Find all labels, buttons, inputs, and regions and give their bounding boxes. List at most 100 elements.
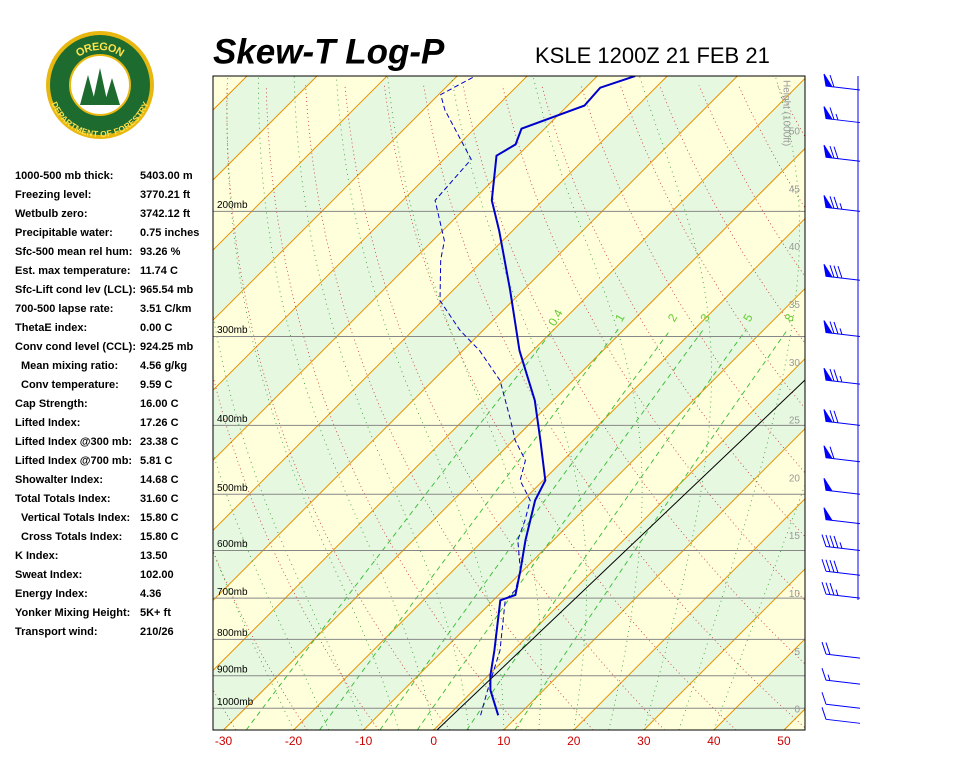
height-tick-label: 25 [789, 416, 801, 427]
moist-adiabat [532, 76, 643, 730]
height-tick-label: 30 [789, 358, 801, 369]
index-label: 1000-500 mb thick: [15, 170, 113, 182]
index-value: 23.38 C [140, 436, 179, 448]
index-value: 4.56 g/kg [140, 360, 187, 372]
isotherm [783, 708, 805, 730]
isotherm [363, 287, 805, 730]
wind-barb [823, 320, 861, 338]
y-tick-label: 900mb [217, 664, 248, 675]
index-value: 5K+ ft [140, 607, 171, 619]
wind-barb [823, 195, 861, 212]
index-label: Sweat Index: [15, 569, 82, 581]
height-tick-label: 20 [789, 473, 801, 484]
logo: OREGON DEPARTMENT OF FORESTRY [46, 31, 154, 139]
index-label: Sfc-Lift cond lev (LCL): [15, 284, 136, 296]
index-label: Lifted Index @700 mb: [15, 455, 132, 467]
temperature-line [489, 76, 636, 716]
mixing-ratio-line [466, 329, 747, 730]
dry-adiabat [896, 85, 960, 730]
index-label: Cross Totals Index: [21, 531, 122, 543]
height-tick-label: 10 [789, 589, 801, 600]
wind-barbs [821, 73, 861, 724]
mixing-ratio-line [379, 329, 672, 730]
index-value: 11.74 C [140, 265, 178, 277]
dry-adiabat [305, 85, 594, 730]
wind-barb [821, 707, 861, 724]
index-label: Total Totals Index: [15, 493, 111, 505]
index-label: Transport wind: [15, 626, 98, 638]
dry-adiabat [935, 85, 960, 730]
wind-barb [821, 559, 861, 576]
index-value: 93.26 % [140, 246, 181, 258]
height-tick-label: 5 [794, 647, 800, 658]
x-tick-label: -10 [355, 734, 373, 748]
index-value: 13.50 [140, 550, 168, 562]
wind-barb [821, 641, 861, 659]
wind-barb [823, 409, 861, 426]
mixing-ratio-line [514, 329, 789, 730]
wind-barb [821, 534, 861, 552]
isotherm-band [213, 78, 805, 730]
mixing-ratio-line [416, 329, 704, 730]
index-label: Wetbulb zero: [15, 208, 88, 220]
x-tick-label: 50 [777, 734, 791, 748]
wind-barb [823, 367, 861, 385]
mixing-ratio-line [245, 329, 555, 730]
y-tick-label: 1000mb [217, 697, 254, 708]
index-value: 15.80 C [140, 531, 179, 543]
index-label: Yonker Mixing Height: [15, 607, 130, 619]
isotherm [433, 357, 805, 730]
x-tick-label: 10 [497, 734, 511, 748]
dry-adiabat [856, 85, 960, 730]
index-label: K Index: [15, 550, 58, 562]
index-value: 924.25 mb [140, 341, 193, 353]
isotherm-band [784, 709, 805, 730]
index-value: 965.54 mb [140, 284, 193, 296]
index-label: Showalter Index: [15, 474, 103, 486]
dry-adiabat [226, 85, 451, 730]
index-label: Cap Strength: [15, 398, 88, 410]
index-value: 3.51 C/km [140, 303, 192, 315]
chart-title: Skew-T Log-P [213, 32, 445, 71]
index-value: 102.00 [140, 569, 174, 581]
y-tick-label: 800mb [217, 628, 248, 639]
plot-area [213, 76, 960, 730]
logo-top: OREGON [74, 41, 126, 60]
dry-adiabat [383, 85, 737, 730]
height-tick-label: 35 [789, 300, 801, 311]
index-value: 5.81 C [140, 455, 172, 467]
height-tick-label: 40 [789, 242, 801, 253]
plot-frame [212, 75, 806, 731]
index-label: Est. max temperature: [15, 265, 131, 277]
y-tick-label: 300mb [217, 325, 248, 336]
wind-barb [823, 263, 861, 281]
height-tick-label: 15 [789, 531, 801, 542]
wind-barb [823, 73, 861, 91]
index-label: Sfc-500 mean rel hum: [15, 246, 132, 258]
isotherm [213, 76, 598, 462]
isotherm [213, 76, 668, 532]
index-label: Conv temperature: [21, 379, 119, 391]
wind-barb [821, 692, 861, 709]
wind-barb [821, 581, 861, 599]
index-value: 0.00 C [140, 322, 172, 334]
x-tick-label: 0 [430, 734, 437, 748]
dry-adiabat [817, 85, 960, 730]
isotherm [213, 76, 458, 321]
wind-barb [823, 477, 861, 495]
index-label: 700-500 lapse rate: [15, 303, 113, 315]
y-tick-label: 200mb [217, 200, 248, 211]
x-tick-label: 20 [567, 734, 581, 748]
index-label: Lifted Index @300 mb: [15, 436, 132, 448]
indices: 1000-500 mb thick: 5403.00 m Freezing leve… [15, 170, 199, 638]
isotherm [213, 76, 528, 391]
isotherm [643, 568, 805, 730]
isotherm [573, 498, 805, 730]
dry-adiabat [265, 85, 522, 730]
y-tick-label: 700mb [217, 587, 248, 598]
height-tick-label: 0 [794, 705, 800, 716]
index-value: 0.75 inches [140, 227, 199, 239]
y-tick-label: 500mb [217, 483, 248, 494]
index-value: 4.36 [140, 588, 161, 600]
